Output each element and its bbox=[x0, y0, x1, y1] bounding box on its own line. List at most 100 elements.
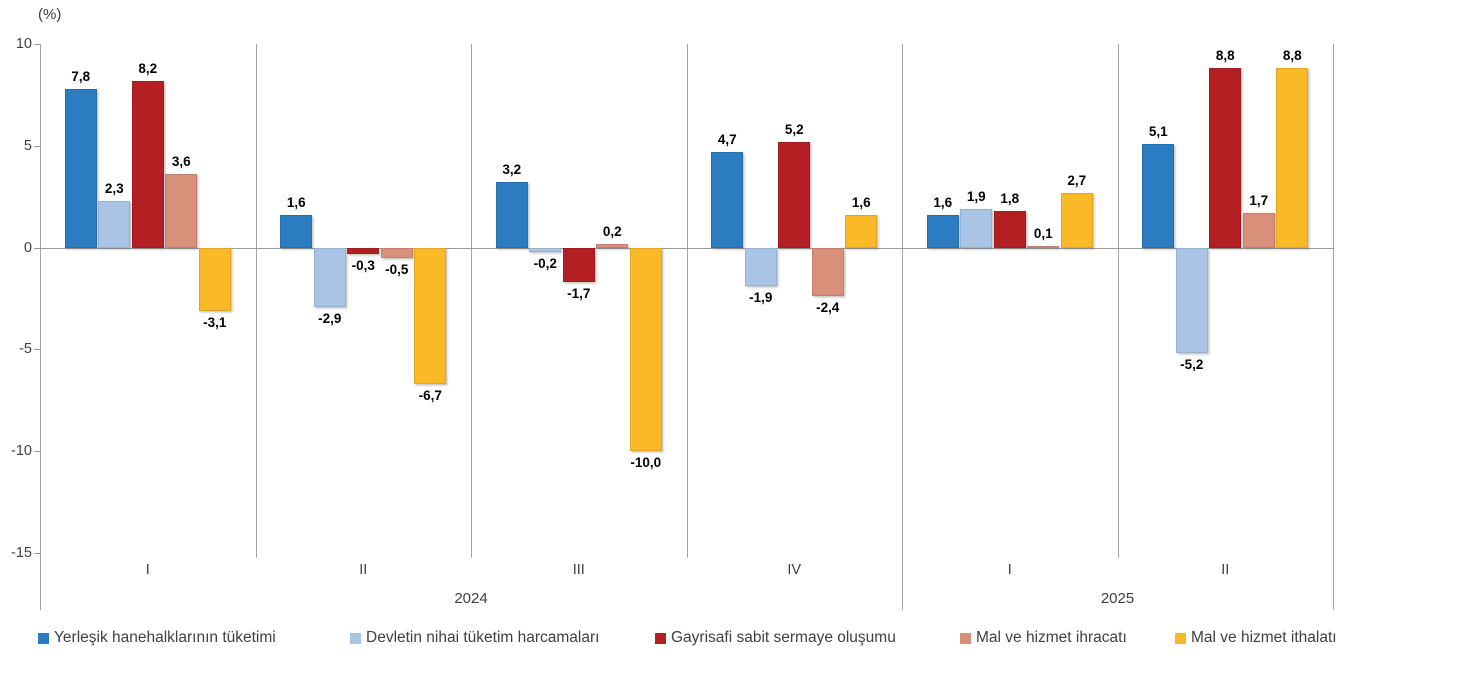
bar bbox=[596, 243, 629, 248]
bar-value-label: -0,5 bbox=[385, 261, 409, 277]
bar bbox=[744, 247, 777, 287]
legend-label: Mal ve hizmet ihracatı bbox=[976, 629, 1127, 646]
quarter-separator-line bbox=[471, 44, 472, 558]
bar bbox=[1175, 247, 1208, 354]
bar-value-label: -1,9 bbox=[749, 290, 773, 306]
bar-value-label: 3,2 bbox=[502, 162, 522, 178]
bar-value-label: 1,6 bbox=[933, 195, 953, 211]
bar-value-label: -6,7 bbox=[418, 388, 442, 403]
bar bbox=[778, 141, 811, 248]
bar-value-label: -0,2 bbox=[533, 255, 557, 271]
bar-value-label: -10,0 bbox=[630, 455, 662, 471]
bar bbox=[347, 247, 380, 254]
x-axis-year-label: 2024 bbox=[454, 590, 488, 607]
bar bbox=[1142, 143, 1175, 248]
y-axis-unit-label: (%) bbox=[38, 6, 62, 23]
bar bbox=[562, 247, 595, 283]
bar bbox=[1242, 212, 1275, 248]
x-axis-quarter-label: II bbox=[359, 562, 368, 578]
bar-value-label: 8,8 bbox=[1282, 48, 1302, 64]
bar bbox=[629, 247, 662, 452]
bar bbox=[414, 247, 447, 384]
y-axis-tick-mark bbox=[34, 145, 40, 147]
bar-value-label: 1,6 bbox=[851, 195, 871, 211]
bar bbox=[280, 215, 313, 248]
legend-label: Devletin nihai tüketim harcamaları bbox=[366, 629, 600, 646]
bar-value-label: 1,8 bbox=[1000, 190, 1020, 206]
x-axis-quarter-label: I bbox=[1007, 562, 1012, 578]
bar-value-label: -5,2 bbox=[1180, 357, 1204, 373]
bar bbox=[711, 151, 744, 248]
bar-value-label: 7,8 bbox=[71, 68, 91, 84]
bar bbox=[98, 200, 131, 248]
x-axis-quarter-label: II bbox=[1221, 562, 1230, 578]
y-axis-tick-mark bbox=[34, 451, 40, 453]
y-axis-tick-mark bbox=[34, 44, 40, 45]
bar bbox=[313, 247, 346, 307]
y-axis-line bbox=[40, 44, 41, 610]
legend-marker-icon bbox=[960, 632, 971, 644]
year-separator-line bbox=[1333, 44, 1334, 610]
y-axis-tick-label: -15 bbox=[11, 545, 32, 561]
legend-item: Gayrisafi sabit sermaye oluşumu bbox=[655, 628, 896, 648]
y-axis-tick-label: 5 bbox=[23, 137, 32, 154]
legend-marker-icon bbox=[350, 632, 361, 644]
x-axis-quarter-label: III bbox=[572, 562, 585, 578]
y-axis-tick-label: 0 bbox=[23, 239, 32, 256]
bar-value-label: 1,6 bbox=[286, 195, 306, 211]
bar-value-label: -2,9 bbox=[318, 310, 342, 326]
bar bbox=[1276, 68, 1309, 248]
bar-value-label: 4,7 bbox=[717, 131, 737, 147]
bar-value-label: 8,8 bbox=[1215, 48, 1235, 64]
bar bbox=[1027, 245, 1060, 248]
legend-item: Mal ve hizmet ihracatı bbox=[960, 628, 1127, 648]
x-axis-year-label: 2025 bbox=[1100, 590, 1135, 607]
bar bbox=[198, 247, 231, 311]
bar bbox=[495, 182, 528, 248]
bar bbox=[64, 88, 97, 248]
bar-value-label: 8,2 bbox=[138, 60, 158, 76]
bar-value-label: -0,3 bbox=[351, 257, 375, 273]
bar bbox=[993, 210, 1026, 248]
bar bbox=[926, 215, 959, 248]
year-separator-line bbox=[902, 44, 903, 610]
quarter-separator-line bbox=[255, 44, 257, 558]
quarter-separator-line bbox=[1117, 44, 1119, 558]
bar-value-label: -3,1 bbox=[203, 314, 227, 330]
legend-marker-icon bbox=[655, 632, 666, 644]
y-axis-tick-label: -5 bbox=[19, 341, 32, 358]
bar bbox=[1209, 68, 1242, 248]
bar-value-label: -1,7 bbox=[567, 286, 591, 302]
bar bbox=[811, 247, 844, 297]
legend-label: Mal ve hizmet ithalatı bbox=[1191, 629, 1337, 646]
bar-value-label: -2,4 bbox=[816, 300, 840, 316]
bar-value-label: 5,1 bbox=[1148, 123, 1168, 139]
legend-label: Gayrisafi sabit sermaye oluşumu bbox=[671, 629, 896, 646]
bar-value-label: 0,1 bbox=[1033, 225, 1053, 241]
legend-item: Yerleşik hanehalklarının tüketimi bbox=[38, 628, 276, 648]
y-axis-tick-mark bbox=[34, 349, 40, 351]
bar bbox=[131, 80, 164, 248]
legend-item: Mal ve hizmet ithalatı bbox=[1175, 628, 1337, 648]
bar-value-label: 2,7 bbox=[1067, 172, 1087, 188]
bar-value-label: 0,2 bbox=[602, 223, 622, 239]
legend-marker-icon bbox=[38, 632, 49, 644]
bar-value-label: 1,7 bbox=[1249, 192, 1269, 208]
x-axis-quarter-label: IV bbox=[787, 562, 802, 578]
y-axis-tick-label: -10 bbox=[11, 443, 32, 460]
legend-item: Devletin nihai tüketim harcamaları bbox=[350, 628, 599, 648]
x-axis-quarter-label: I bbox=[145, 562, 150, 578]
quarter-separator-line bbox=[686, 44, 688, 558]
bar-value-label: 5,2 bbox=[784, 121, 804, 137]
y-axis-tick-mark bbox=[34, 553, 40, 554]
bar bbox=[960, 208, 993, 248]
bar-value-label: 1,9 bbox=[966, 188, 986, 204]
bar bbox=[1060, 192, 1093, 248]
y-axis-tick-label: 10 bbox=[15, 36, 32, 52]
bar bbox=[845, 215, 878, 248]
legend-label: Yerleşik hanehalklarının tüketimi bbox=[54, 629, 276, 646]
bar-value-label: 2,3 bbox=[104, 180, 124, 196]
bar-value-label: 3,6 bbox=[171, 154, 191, 170]
bar bbox=[165, 174, 198, 248]
